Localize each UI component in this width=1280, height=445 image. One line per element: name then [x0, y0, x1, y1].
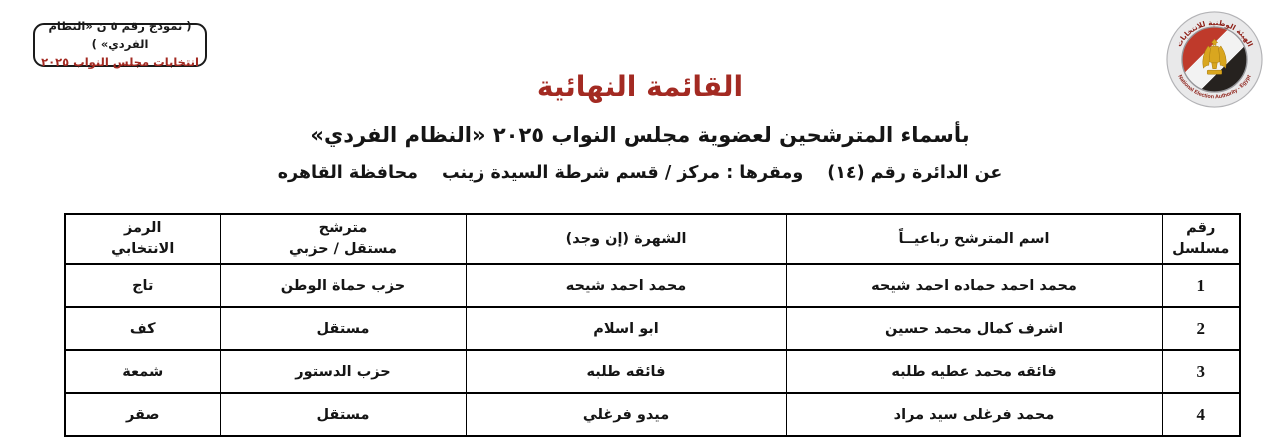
cell-affiliation: مستقل	[219, 306, 467, 351]
header-affiliation: مترشح مستقل / حزبي	[219, 213, 467, 265]
election-name-line: انتخابات مجلس النواب ٢٠٢٥	[41, 54, 199, 69]
cell-serial: 2	[1161, 306, 1241, 351]
cell-electoral-symbol: تاج	[64, 263, 221, 308]
district-governorate: محافظة القاهره	[277, 163, 419, 183]
cell-serial: 1	[1161, 263, 1241, 308]
saladin-eagle-icon	[1202, 38, 1227, 75]
header-known-as: الشهرة (إن وجد)	[465, 213, 787, 265]
district-line: عن الدائرة رقم (١٤) ومقرها : مركز / قسم …	[0, 163, 1280, 183]
cell-affiliation: حزب حماة الوطن	[219, 263, 467, 308]
cell-electoral-symbol: شمعة	[64, 349, 221, 394]
national-election-authority-seal-icon: الهيئة الوطنية للانتخابات National Elect…	[1166, 11, 1263, 108]
seal-svg: الهيئة الوطنية للانتخابات National Elect…	[1166, 11, 1263, 108]
cell-candidate-name: محمد فرغلى سيد مراد	[785, 392, 1163, 437]
cell-candidate-name: فائقه محمد عطيه طلبه	[785, 349, 1163, 394]
header-electoral-symbol: الرمز الانتخابي	[64, 213, 221, 265]
cell-candidate-name: محمد احمد حماده احمد شيحه	[785, 263, 1163, 308]
table-row: 1 محمد احمد حماده احمد شيحه محمد احمد شي…	[64, 263, 1241, 308]
page-title: القائمة النهائية	[536, 70, 744, 103]
cell-known-as: ابو اسلام	[465, 306, 787, 351]
cell-known-as: ميدو فرغلي	[465, 392, 787, 437]
table-header-row: رقم مسلسل اسم المترشح رباعيــاً الشهرة (…	[64, 213, 1241, 265]
header-serial-number: رقم مسلسل	[1161, 213, 1241, 265]
cell-known-as: محمد احمد شيحه	[465, 263, 787, 308]
table-row: 2 اشرف كمال محمد حسين ابو اسلام مستقل كف	[64, 306, 1241, 351]
cell-candidate-name: اشرف كمال محمد حسين	[785, 306, 1163, 351]
cell-electoral-symbol: كف	[64, 306, 221, 351]
table-row: 3 فائقه محمد عطيه طلبه فائقه طلبه حزب ال…	[64, 349, 1241, 394]
table-row: 4 محمد فرغلى سيد مراد ميدو فرغلي مستقل ص…	[64, 392, 1241, 437]
form-reference-box: ( نموذج رقم ٥ ن «النظام الفردي» ) انتخاب…	[33, 19, 207, 69]
cell-known-as: فائقه طلبه	[465, 349, 787, 394]
cell-serial: 4	[1161, 392, 1241, 437]
cell-serial: 3	[1161, 349, 1241, 394]
district-headquarters: ومقرها : مركز / قسم شرطة السيدة زينب	[442, 163, 804, 183]
page-subtitle: بأسماء المترشحين لعضوية مجلس النواب ٢٠٢٥…	[310, 123, 970, 147]
form-number-line: ( نموذج رقم ٥ ن «النظام الفردي» )	[48, 19, 192, 52]
district-number: عن الدائرة رقم (١٤)	[827, 163, 1003, 183]
cell-affiliation: حزب الدستور	[219, 349, 467, 394]
cell-affiliation: مستقل	[219, 392, 467, 437]
cell-electoral-symbol: صقر	[64, 392, 221, 437]
candidates-table: رقم مسلسل اسم المترشح رباعيــاً الشهرة (…	[64, 213, 1241, 437]
header-candidate-name: اسم المترشح رباعيــاً	[785, 213, 1163, 265]
